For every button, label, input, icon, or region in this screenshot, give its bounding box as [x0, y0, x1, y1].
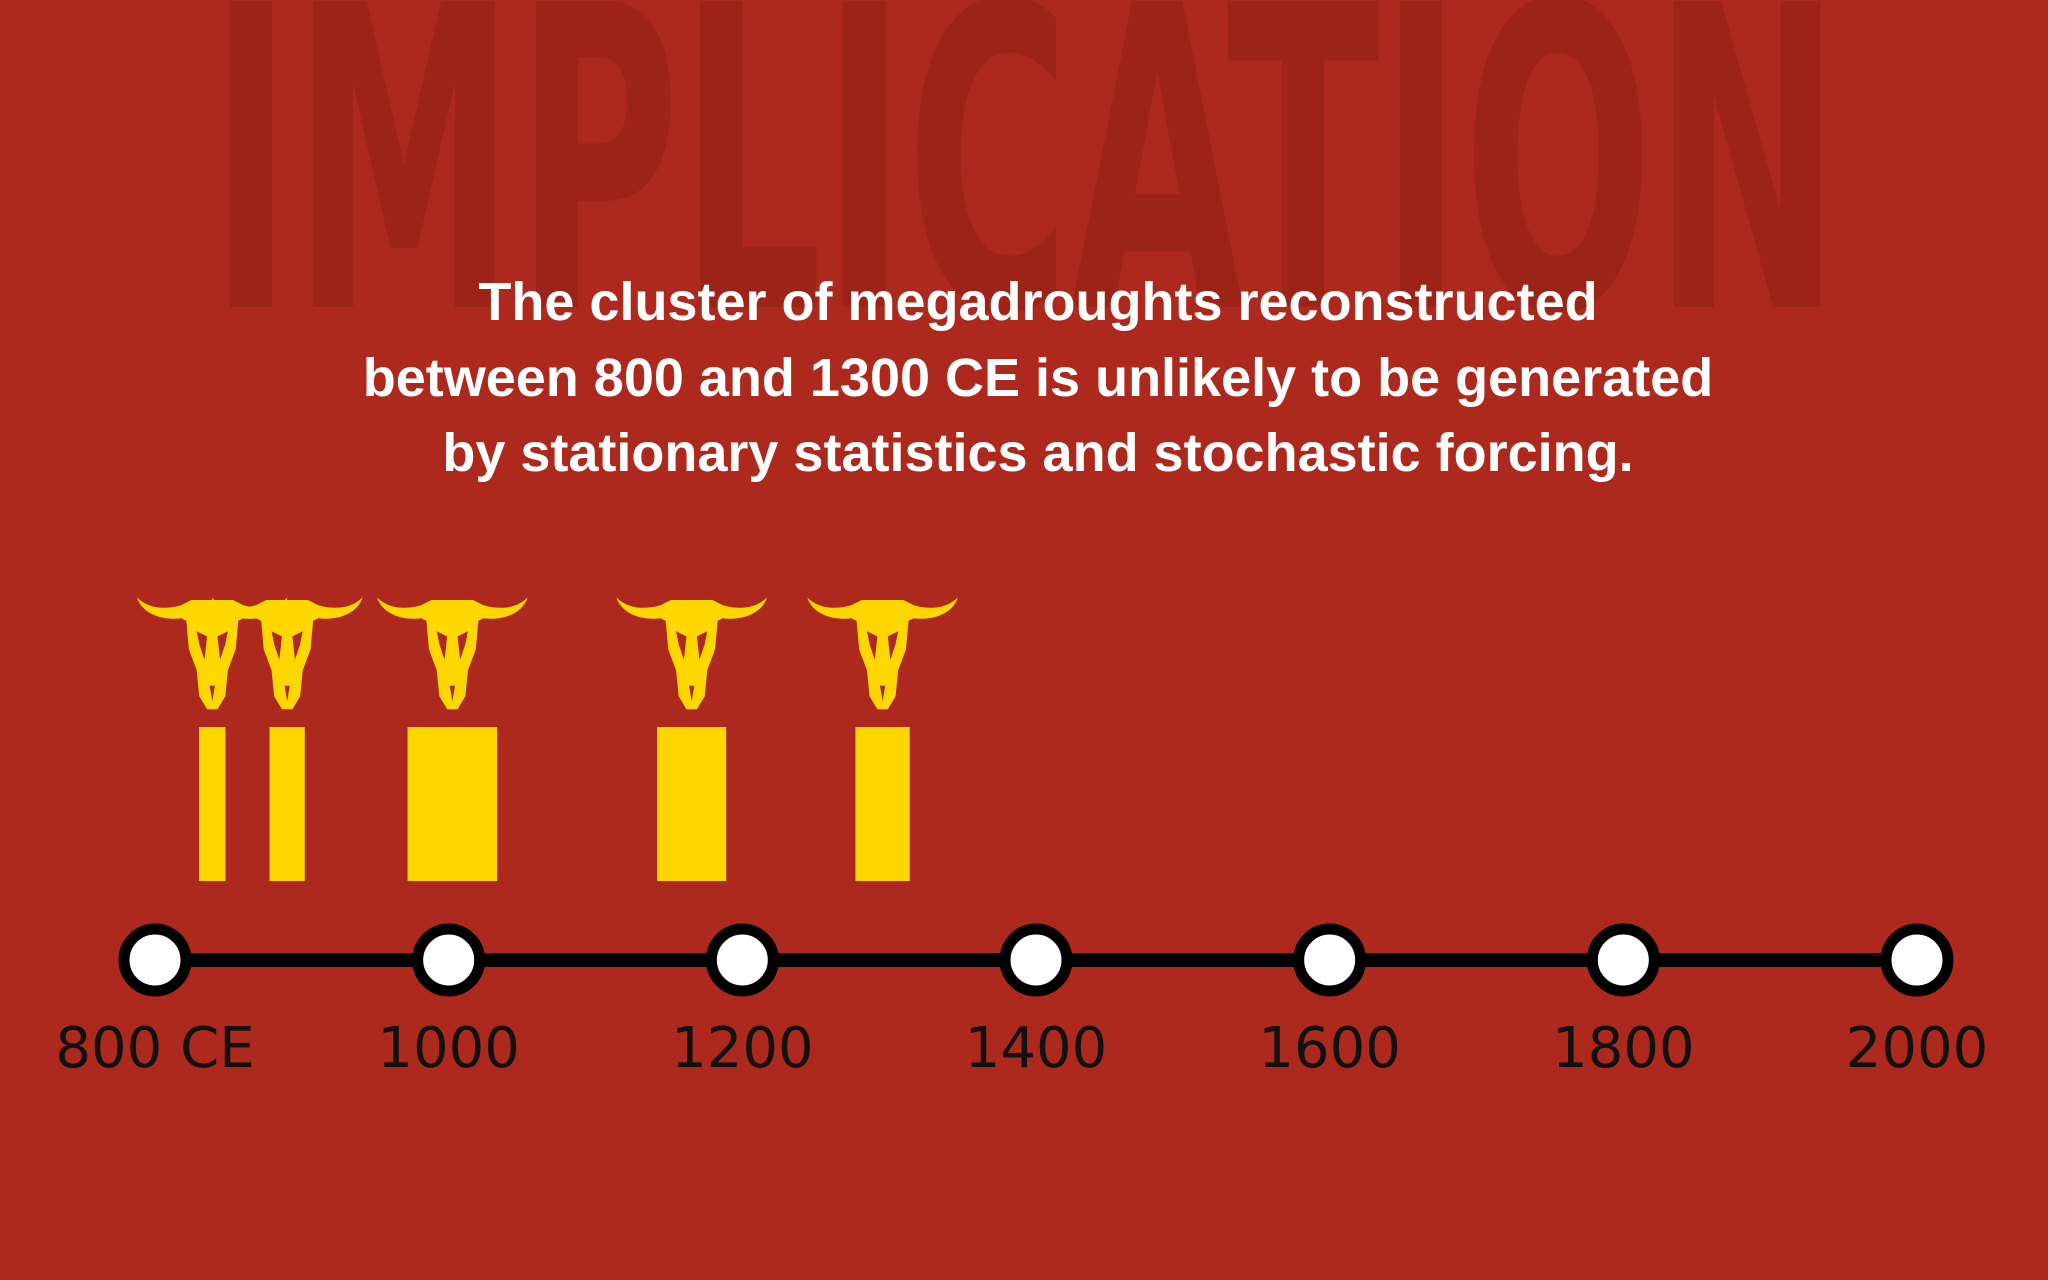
tick-node — [118, 923, 192, 997]
subtitle-line: by stationary statistics and stochastic … — [442, 423, 1633, 483]
drought-bar — [407, 727, 498, 881]
x-tick-label: 1600 — [1258, 1016, 1401, 1081]
x-tick-label: 1800 — [1552, 1016, 1695, 1081]
subtitle-line: The cluster of megadroughts reconstructe… — [478, 272, 1597, 332]
skull-icon — [376, 597, 528, 710]
skull-icon — [211, 597, 363, 710]
drought-bar — [855, 727, 910, 881]
subtitle-line: between 800 and 1300 CE is unlikely to b… — [363, 348, 1714, 408]
skull-icon — [807, 597, 958, 710]
watermark-title: IMPLICATION — [209, 0, 1841, 407]
drought-bar — [269, 727, 305, 881]
drought-bar — [657, 727, 727, 881]
tick-node — [999, 923, 1073, 997]
x-tick-label: 1000 — [377, 1016, 520, 1081]
x-tick-label: 1400 — [965, 1016, 1108, 1081]
tick-node — [1586, 923, 1660, 997]
tick-node — [412, 923, 486, 997]
x-tick-label: 800 CE — [55, 1016, 254, 1081]
x-tick-label: 1200 — [671, 1016, 814, 1081]
skull-icon — [616, 597, 768, 710]
drought-bar — [199, 727, 226, 881]
tick-node — [705, 923, 779, 997]
x-tick-label: 2000 — [1846, 1016, 1989, 1081]
tick-node — [1880, 923, 1954, 997]
tick-node — [1293, 923, 1367, 997]
